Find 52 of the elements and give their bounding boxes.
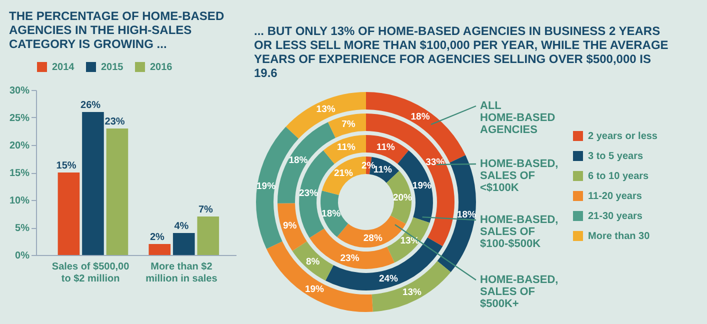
data-label: 18% <box>410 112 430 123</box>
data-label: 9% <box>282 220 298 232</box>
data-label: 23% <box>340 252 360 264</box>
data-label: 19% <box>304 284 325 296</box>
legend-label: 2016 <box>150 62 173 73</box>
data-label: 13% <box>402 287 422 298</box>
bar <box>172 233 195 255</box>
y-tick-label: 15% <box>9 168 30 179</box>
data-label: 13% <box>316 104 336 116</box>
y-tick-label: 10% <box>9 196 30 206</box>
data-label: 8% <box>306 256 320 268</box>
data-label: 19% <box>412 180 432 192</box>
data-label: 11% <box>337 142 356 154</box>
data-label: 7% <box>198 204 214 216</box>
bar <box>82 112 104 255</box>
data-label: 26% <box>80 100 101 111</box>
data-label: 23% <box>104 116 125 128</box>
data-label: 15% <box>56 160 76 172</box>
data-label: 18% <box>288 154 308 166</box>
slice-label: HOME-BASED, SALES OF <$100K <box>480 158 558 194</box>
data-label: 18% <box>322 208 342 220</box>
legend-label: 3 to 5 years <box>588 151 644 162</box>
data-label: 7% <box>342 119 356 130</box>
bar <box>148 244 171 255</box>
slice-label: HOME-BASED, SALES OF $500K+ <box>480 274 558 310</box>
y-tick-label: 30% <box>9 86 30 96</box>
slice-label: HOME-BASED, SALES OF $100-$500K <box>480 214 558 250</box>
bar <box>58 172 80 255</box>
legend-label: 21-30 years <box>588 211 643 222</box>
data-label: 11% <box>376 142 396 154</box>
x-tick-label: More than $2 million in sales <box>146 262 218 284</box>
bar <box>197 216 220 255</box>
data-label: 2% <box>150 232 165 243</box>
y-tick-label: 25% <box>9 113 30 124</box>
chart-title: ... BUT ONLY 13% OF HOME-BASED AGENCIES IN BUSINESS 2 YEARS OR LESS SELL MORE THAN $100,000 PER YEAR, WHILE THE AVERAGE YEARS OF EXPERIENCE FOR AGENCIES SELLING OVER $500,000 IS 19.6 <box>254 24 668 80</box>
data-label: 28% <box>363 233 383 244</box>
x-tick-label: Sales of $500,00 to $2 million <box>52 262 130 284</box>
data-label: 24% <box>378 274 399 285</box>
bar <box>106 128 128 255</box>
legend-label: 2015 <box>101 62 124 73</box>
legend-label: 2014 <box>52 62 75 73</box>
chart-title: THE PERCENTAGE OF HOME-BASED AGENCIES IN THE HIGH-SALES CATEGORY IS GROWING ... <box>8 9 224 51</box>
data-label: 4% <box>174 221 189 232</box>
y-tick-label: 0% <box>15 250 30 262</box>
legend-label: 6 to 10 years <box>588 171 650 182</box>
legend-label: 2 years or less <box>588 131 658 142</box>
data-label: 21% <box>334 168 354 179</box>
y-tick-label: 20% <box>9 140 30 152</box>
y-tick-label: 5% <box>15 223 30 234</box>
legend-label: 11-20 years <box>588 191 642 202</box>
legend-label: More than 30 <box>588 231 650 242</box>
slice-label: ALL HOME-BASED AGENCIES <box>480 100 556 136</box>
